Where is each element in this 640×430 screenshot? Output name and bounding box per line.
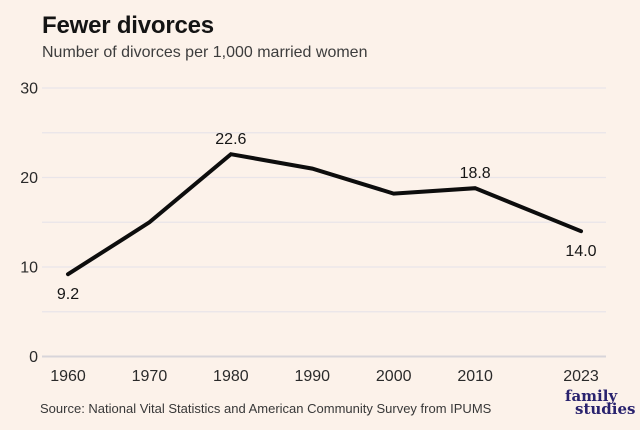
x-tick-label: 2000 <box>376 368 412 385</box>
source-note: Source: National Vital Statistics and Am… <box>40 401 492 416</box>
logo-line-2: studies <box>575 400 636 418</box>
x-tick-label: 2010 <box>457 368 493 385</box>
y-tick-label: 30 <box>20 81 38 98</box>
y-tick-label: 10 <box>20 260 38 277</box>
logo-line-1: family <box>565 387 618 405</box>
x-tick-label: 1980 <box>213 368 249 385</box>
data-point-label: 18.8 <box>460 165 491 182</box>
y-tick-label: 20 <box>20 170 38 187</box>
chart-subtitle: Number of divorces per 1,000 married wom… <box>42 44 368 61</box>
data-line <box>66 152 583 277</box>
data-point-label: 22.6 <box>215 131 246 148</box>
y-tick-label: 0 <box>29 349 38 366</box>
data-point-label: 9.2 <box>57 286 79 303</box>
x-tick-label: 2023 <box>563 368 599 385</box>
family-studies-logo: family studies <box>565 387 636 418</box>
x-tick-label: 1960 <box>50 368 86 385</box>
x-tick-label: 1990 <box>294 368 330 385</box>
x-tick-label: 1970 <box>132 368 168 385</box>
chart-title: Fewer divorces <box>42 12 214 39</box>
data-point-label: 14.0 <box>565 243 596 260</box>
